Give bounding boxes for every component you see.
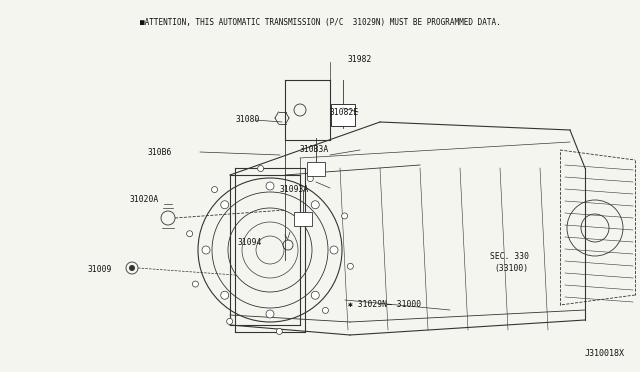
Text: 31009: 31009	[88, 265, 113, 274]
Circle shape	[266, 182, 274, 190]
Circle shape	[221, 291, 228, 299]
Text: 31020A: 31020A	[130, 195, 159, 204]
Text: 31082E: 31082E	[330, 108, 359, 117]
Text: 310B6: 310B6	[148, 148, 172, 157]
Circle shape	[330, 246, 338, 254]
FancyBboxPatch shape	[294, 212, 312, 226]
Circle shape	[311, 291, 319, 299]
FancyBboxPatch shape	[307, 162, 325, 176]
Text: (33100): (33100)	[494, 264, 528, 273]
Text: 31080: 31080	[236, 115, 260, 124]
Circle shape	[258, 166, 264, 171]
Text: 31094: 31094	[238, 238, 262, 247]
Text: 310B3A: 310B3A	[300, 145, 329, 154]
Text: 31982: 31982	[348, 55, 372, 64]
Text: SEC. 330: SEC. 330	[490, 252, 529, 261]
Circle shape	[212, 187, 218, 193]
Circle shape	[323, 307, 328, 314]
Text: ✱ 31029N— 31000: ✱ 31029N— 31000	[348, 300, 421, 309]
Text: ■ATTENTION, THIS AUTOMATIC TRANSMISSION (P/C  31029N) MUST BE PROGRAMMED DATA.: ■ATTENTION, THIS AUTOMATIC TRANSMISSION …	[140, 18, 500, 27]
Text: 31093A: 31093A	[280, 185, 309, 194]
Circle shape	[193, 281, 198, 287]
Text: J310018X: J310018X	[585, 349, 625, 358]
Circle shape	[307, 176, 314, 182]
Circle shape	[276, 328, 282, 334]
Circle shape	[129, 265, 135, 271]
Circle shape	[311, 201, 319, 209]
Circle shape	[202, 246, 210, 254]
Circle shape	[266, 310, 274, 318]
Circle shape	[227, 318, 233, 324]
Circle shape	[348, 263, 353, 269]
Circle shape	[342, 213, 348, 219]
FancyBboxPatch shape	[331, 104, 355, 126]
Circle shape	[187, 231, 193, 237]
Circle shape	[221, 201, 228, 209]
